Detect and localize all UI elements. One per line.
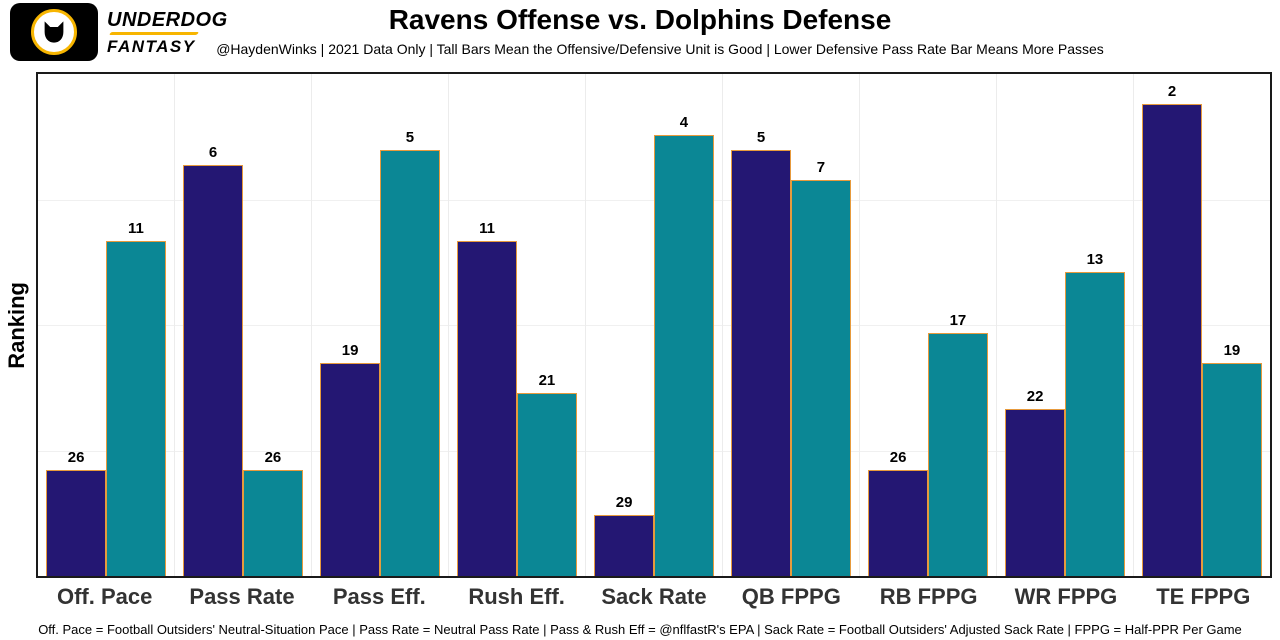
bar-value-label: 2 bbox=[1167, 83, 1177, 101]
bar-group-rush-eff-: 11 21 bbox=[449, 74, 586, 576]
chart-subtitle: @HaydenWinks | 2021 Data Only | Tall Bar… bbox=[216, 41, 1104, 57]
bar-ravens-offense: 19 bbox=[320, 342, 380, 576]
bar-value-label: 11 bbox=[127, 220, 144, 238]
x-tick-label: Sack Rate bbox=[601, 584, 707, 609]
bar-dolphins-defense: 7 bbox=[791, 159, 851, 576]
bar-dolphins-defense: 4 bbox=[654, 114, 714, 576]
bar-value-label: 4 bbox=[679, 113, 689, 131]
bar-value-label: 17 bbox=[949, 311, 967, 329]
bar-ravens-offense: 5 bbox=[731, 129, 791, 576]
bar-group-pass-rate: 6 26 bbox=[175, 74, 312, 576]
x-tick-label: Pass Rate bbox=[189, 584, 295, 609]
x-tick-label: Pass Eff. bbox=[332, 584, 426, 609]
bar-ravens-offense: 29 bbox=[594, 494, 654, 576]
dog-icon bbox=[31, 9, 77, 55]
y-axis: Ranking bbox=[0, 72, 34, 578]
bar-group-sack-rate: 29 4 bbox=[586, 74, 723, 576]
bar-value-label: 7 bbox=[816, 159, 826, 177]
bar-dolphins-defense: 17 bbox=[928, 312, 988, 576]
bar-ravens-offense: 11 bbox=[457, 220, 517, 576]
x-axis-ticks: Off. Pace Pass Rate Pass Eff. Rush Eff. Sack… bbox=[36, 584, 1272, 610]
bar-group-off-pace: 26 11 bbox=[38, 74, 175, 576]
bar-ravens-offense: 26 bbox=[868, 449, 928, 576]
bar-group-te-fppg: 2 19 bbox=[1134, 74, 1270, 576]
bar-value-label: 6 bbox=[208, 144, 218, 162]
bar-value-label: 13 bbox=[1086, 250, 1104, 268]
bar-dolphins-defense: 5 bbox=[380, 129, 440, 576]
bar-groups: 26 11 6 26 19 5 11 21 29 4 5 7 26 17 22 13 2 19 bbox=[38, 74, 1270, 576]
bar-dolphins-defense: 21 bbox=[517, 372, 577, 576]
bar-value-label: 26 bbox=[264, 448, 282, 466]
logo-badge bbox=[10, 3, 98, 61]
bar-dolphins-defense: 13 bbox=[1065, 251, 1125, 576]
logo-swoosh bbox=[108, 31, 200, 35]
x-tick-label: Off. Pace bbox=[56, 584, 153, 609]
y-axis-label: Ranking bbox=[4, 281, 29, 369]
x-tick-label: TE FPPG bbox=[1156, 584, 1251, 609]
logo-wordmark: UNDERDOG FANTASY bbox=[107, 10, 228, 55]
x-tick-label: QB FPPG bbox=[741, 584, 841, 609]
bar-value-label: 26 bbox=[889, 448, 907, 466]
bar-group-wr-fppg: 22 13 bbox=[997, 74, 1134, 576]
x-tick-label: RB FPPG bbox=[879, 584, 978, 609]
bar-dolphins-defense: 26 bbox=[243, 449, 303, 576]
chart-title: Ravens Offense vs. Dolphins Defense bbox=[388, 4, 892, 35]
bar-value-label: 5 bbox=[405, 129, 415, 147]
bar-ravens-offense: 6 bbox=[183, 144, 243, 576]
x-tick-label: Rush Eff. bbox=[468, 584, 565, 609]
bar-dolphins-defense: 19 bbox=[1202, 342, 1262, 576]
bar-value-label: 19 bbox=[341, 342, 359, 360]
plot-area: 26 11 6 26 19 5 11 21 29 4 5 7 26 17 22 13 2 19 bbox=[36, 72, 1272, 578]
bar-ravens-offense: 2 bbox=[1142, 83, 1202, 576]
underdog-fantasy-logo: UNDERDOG FANTASY bbox=[10, 3, 228, 61]
logo-sub-text: FANTASY bbox=[107, 36, 196, 56]
logo-name-text: UNDERDOG bbox=[107, 8, 228, 31]
footnote: Off. Pace = Football Outsiders' Neutral-… bbox=[38, 622, 1242, 637]
bar-group-pass-eff-: 19 5 bbox=[312, 74, 449, 576]
bar-value-label: 11 bbox=[479, 220, 496, 238]
bar-group-rb-fppg: 26 17 bbox=[860, 74, 997, 576]
bar-value-label: 29 bbox=[615, 494, 633, 512]
bar-value-label: 22 bbox=[1026, 387, 1044, 405]
x-tick-label: WR FPPG bbox=[1014, 584, 1118, 609]
bar-value-label: 5 bbox=[756, 129, 766, 147]
bar-dolphins-defense: 11 bbox=[106, 220, 166, 576]
bar-value-label: 19 bbox=[1223, 342, 1241, 360]
bar-ravens-offense: 26 bbox=[46, 449, 106, 576]
bar-value-label: 21 bbox=[538, 372, 556, 390]
bar-value-label: 26 bbox=[67, 448, 85, 466]
bar-ravens-offense: 22 bbox=[1005, 388, 1065, 576]
